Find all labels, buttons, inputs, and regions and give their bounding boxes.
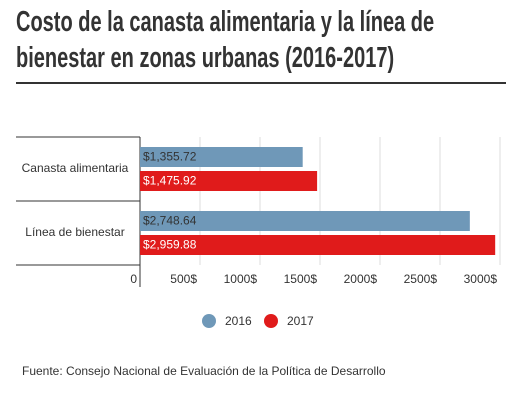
bar — [140, 235, 496, 255]
chart-title: Costo de la canasta alimentaria y la lín… — [16, 6, 435, 74]
bar — [140, 171, 318, 191]
legend-marker — [202, 314, 216, 328]
bar — [140, 211, 470, 231]
x-tick-label: 2500$ — [404, 272, 438, 286]
legend-label: 2017 — [287, 314, 314, 328]
category-label: Línea de bienestar — [25, 225, 124, 239]
x-tick-label: 1000$ — [224, 272, 258, 286]
value-label: $1,355.72 — [143, 150, 197, 164]
legend-marker — [264, 314, 278, 328]
source: Fuente: Consejo Nacional de Evaluación d… — [22, 364, 386, 378]
value-label: $1,475.92 — [143, 174, 197, 188]
x-tick-label: 1500$ — [284, 272, 318, 286]
value-label: $2,959.88 — [143, 238, 197, 252]
bar — [140, 147, 303, 167]
x-tick-label: 2000$ — [344, 272, 378, 286]
x-tick-label: 0 — [130, 272, 137, 286]
title-rule — [16, 82, 506, 84]
value-label: $2,748.64 — [143, 214, 197, 228]
x-tick-label: 500$ — [170, 272, 197, 286]
x-tick-label: 3000$ — [464, 272, 498, 286]
category-label: Canasta alimentaria — [22, 161, 129, 175]
legend-label: 2016 — [225, 314, 252, 328]
